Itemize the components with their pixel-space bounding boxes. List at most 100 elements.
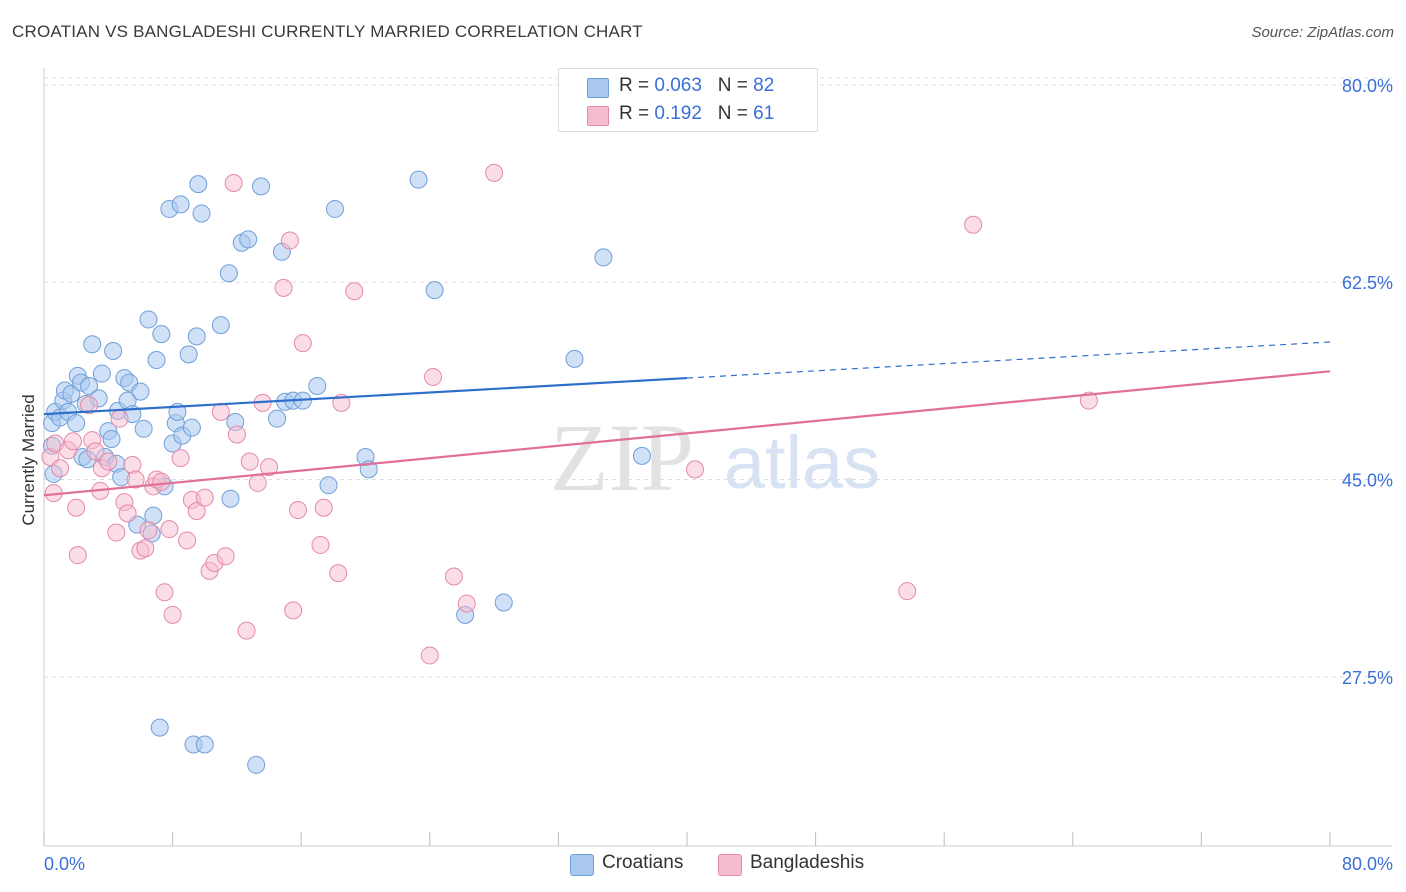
croatian-point (104, 342, 123, 361)
r-label: R = (619, 75, 655, 96)
croatian-point (409, 170, 428, 189)
bangladeshi-point (345, 282, 364, 301)
bangladeshi-point (136, 539, 155, 558)
bangladeshi-point (107, 523, 126, 542)
bangladeshi-point (457, 594, 476, 613)
croatian-point (131, 382, 150, 401)
legend-swatch-bangladeshis (718, 854, 742, 876)
bangladeshi-point (293, 334, 312, 353)
legend-swatch-pink (587, 106, 609, 126)
croatian-point (494, 593, 513, 612)
croatian-point (83, 335, 102, 354)
croatian-point (221, 489, 240, 508)
x-axis-ticks (43, 832, 1331, 846)
bangladeshi-point (224, 174, 243, 193)
croatian-point (150, 718, 169, 737)
bangladeshis-points (41, 163, 1098, 665)
n-label: N = (717, 103, 754, 124)
croatian-point (308, 376, 327, 395)
y-tick-label: 45.0% (1342, 471, 1393, 491)
legend-label-croatians: Croatians (602, 852, 684, 873)
croatian-point (189, 175, 208, 194)
chart-title: CROATIAN VS BANGLADESHI CURRENTLY MARRIE… (12, 22, 643, 41)
zipatlas-watermark: ZIP atlas (550, 404, 880, 511)
bangladeshi-point (163, 605, 182, 624)
watermark-zip: ZIP (550, 404, 694, 511)
bangladeshi-point (86, 442, 105, 461)
bangladeshi-point (160, 520, 179, 539)
bangladeshi-point (329, 564, 348, 583)
y-tick-label: 80.0% (1342, 76, 1393, 96)
croatian-point (179, 345, 198, 364)
bangladeshi-point (260, 458, 279, 477)
bangladeshi-point (123, 455, 142, 474)
bangladeshi-point (99, 452, 118, 471)
croatian-point (425, 281, 444, 300)
bangladeshis-trend-line (43, 370, 1331, 497)
croatian-point (134, 419, 153, 438)
croatian-point (219, 264, 238, 283)
croatian-point (182, 418, 201, 437)
y-tick-label: 62.5% (1342, 273, 1393, 293)
bangladeshi-point (1079, 391, 1098, 410)
bangladeshi-point (110, 409, 129, 428)
croatian-point (67, 414, 86, 433)
legend-swatch-blue (587, 78, 609, 98)
source-label: Source: ZipAtlas.com (1251, 24, 1394, 41)
croatian-point (152, 325, 171, 344)
bangladeshi-point (126, 470, 145, 489)
bangladeshi-point (274, 278, 293, 297)
bangladeshi-point (964, 215, 983, 234)
croatian-point (268, 409, 287, 428)
bangladeshi-point (444, 567, 463, 586)
bangladeshi-point (118, 504, 137, 523)
bangladeshi-point (152, 472, 171, 491)
y-tick-labels: 27.5% 45.0% 62.5% 80.0% (1342, 76, 1393, 688)
croatian-point (187, 327, 206, 346)
bangladeshi-point (424, 367, 443, 386)
bangladeshi-point (686, 460, 705, 479)
croatian-point (252, 177, 271, 196)
bangladeshi-point (187, 502, 206, 521)
legend-stats-bangladeshis: R = 0.192 N = 61 (619, 103, 774, 125)
bangladeshi-point (139, 521, 158, 540)
legend-stats-croatians: R = 0.063 N = 82 (619, 75, 774, 97)
correlation-legend: R = 0.063 N = 82 R = 0.192 N = 61 (558, 68, 818, 132)
n-value-croatians: 82 (753, 75, 775, 96)
croatian-point (192, 204, 211, 223)
bangladeshi-point (898, 582, 917, 601)
croatian-point (211, 316, 230, 335)
bangladeshi-point (51, 459, 70, 478)
bangladeshi-point (280, 231, 299, 250)
x-tick-label-max: 80.0% (1342, 854, 1393, 874)
bangladeshi-point (248, 473, 267, 492)
croatian-point (102, 429, 121, 448)
bangladeshi-point (171, 449, 190, 468)
croatian-point (239, 230, 258, 249)
bangladeshi-point (284, 601, 303, 620)
croatian-point (92, 364, 111, 383)
gridlines (44, 77, 1392, 678)
y-axis-label: Currently Married (19, 394, 38, 525)
bangladeshi-point (240, 452, 259, 471)
croatians-trend-line (43, 376, 688, 416)
bangladeshi-point (420, 646, 439, 665)
bangladeshi-point (314, 498, 333, 517)
croatian-point (147, 351, 166, 370)
r-value-croatians: 0.063 (654, 75, 702, 96)
croatian-point (565, 349, 584, 368)
bangladeshi-point (67, 498, 86, 517)
watermark-atlas: atlas (724, 421, 880, 504)
croatians-points (43, 170, 651, 774)
n-value-bangladeshis: 61 (753, 103, 775, 124)
n-label: N = (717, 75, 754, 96)
bangladeshi-point (155, 583, 174, 602)
croatian-point (325, 199, 344, 218)
croatians-trend-extension (686, 341, 1331, 379)
legend-swatch-croatians (570, 854, 594, 876)
r-value-bangladeshis: 0.192 (654, 103, 702, 124)
bangladeshi-point (178, 531, 197, 550)
bangladeshi-point (288, 500, 307, 519)
y-tick-label: 27.5% (1342, 668, 1393, 688)
